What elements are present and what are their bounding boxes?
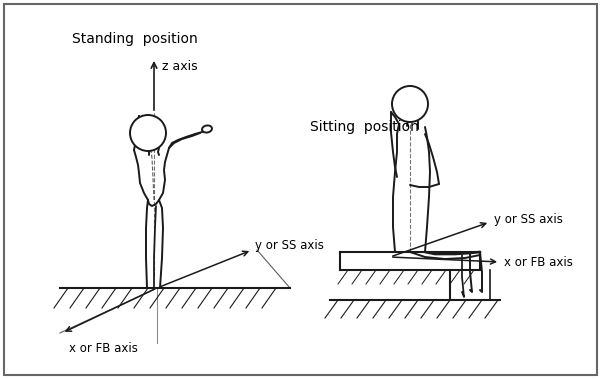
Text: y or SS axis: y or SS axis [255, 240, 324, 252]
Circle shape [130, 115, 166, 151]
Text: x or FB axis: x or FB axis [504, 255, 573, 268]
Text: Sitting  position: Sitting position [310, 120, 419, 134]
Text: z axis: z axis [162, 60, 198, 72]
Ellipse shape [202, 125, 212, 133]
Circle shape [392, 86, 428, 122]
Text: x or FB axis: x or FB axis [69, 341, 138, 354]
Text: y or SS axis: y or SS axis [494, 213, 563, 226]
Text: Standing  position: Standing position [72, 32, 198, 46]
